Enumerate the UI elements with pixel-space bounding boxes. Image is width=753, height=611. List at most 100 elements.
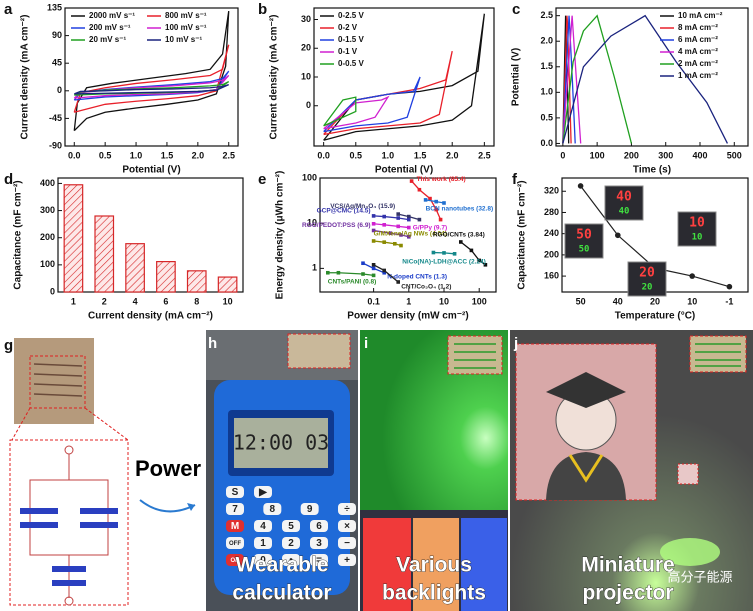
calculator-key [254, 486, 272, 498]
marker [382, 223, 387, 227]
series-label: This work (85.4) [417, 176, 466, 183]
plot-frame [555, 7, 749, 147]
series-line [323, 96, 357, 127]
x-tick-label: 10 [223, 296, 233, 306]
calculator-key [310, 554, 328, 566]
x-tick-label: 100 [590, 150, 605, 160]
panel-letter: j [513, 335, 518, 352]
marker [434, 199, 438, 204]
legend-label: 100 mV s⁻¹ [165, 23, 207, 32]
calculator-key [226, 537, 244, 549]
legend-label: 0-2.5 V [338, 11, 364, 20]
calculator-key-label: 8 [270, 504, 276, 515]
series-line [562, 15, 582, 144]
y-tick-label: 10 [307, 218, 317, 228]
inset-reading: 50 [579, 245, 590, 255]
series-line [373, 240, 402, 247]
marker [726, 283, 733, 290]
marker [417, 187, 422, 192]
marker [459, 240, 463, 244]
marker [396, 224, 401, 229]
legend-label: 20 mV s⁻¹ [89, 35, 126, 44]
x-axis-label: Potential (V) [122, 165, 180, 176]
marker [442, 201, 446, 205]
calculator-key [282, 537, 300, 549]
y-tick-label: 1.5 [540, 61, 553, 71]
watermark: 高分子能源 [667, 569, 732, 584]
x-tick-label: 0.0 [68, 150, 81, 160]
x-tick-label: 1 [406, 296, 411, 306]
marker [336, 270, 341, 275]
y-axis-label: Energy density (μWh cm⁻²) [275, 171, 286, 300]
x-tick-label: 10 [439, 296, 449, 306]
y-tick-label: 0 [50, 286, 55, 296]
y-tick-label: 30 [301, 14, 311, 24]
y-tick-label: 135 [47, 2, 62, 12]
plot-frame [57, 177, 244, 293]
calculator-key-label: = [316, 555, 322, 566]
calculator-key-label: − [344, 538, 350, 549]
caption: Various [396, 554, 472, 577]
y-tick-label: 300 [40, 205, 55, 215]
x-tick-label: 500 [727, 150, 742, 160]
marker [483, 262, 488, 267]
y-axis-label: Capacitance (mF cm⁻²) [517, 180, 528, 289]
inset-photo [604, 185, 644, 221]
series-line [327, 272, 374, 277]
y-tick-label: 0 [306, 100, 311, 110]
calculator-key [263, 503, 282, 515]
x-tick-label: 100 [472, 296, 487, 306]
calculator-key [282, 520, 300, 532]
series-label: GCP@CMC (14.5) [317, 208, 371, 215]
series-label: G/PPy (9.7) [413, 224, 447, 231]
photo-j: j Miniature projector 高分子能源 [510, 330, 753, 611]
caption: calculator [232, 582, 331, 605]
bar [94, 215, 115, 293]
marker [371, 262, 376, 267]
x-tick-label: 0 [560, 150, 565, 160]
calculator-key-label: 6 [316, 521, 322, 532]
calculator-key [226, 520, 244, 532]
y-tick-label: 90 [52, 30, 62, 40]
x-tick-label: 2.5 [222, 150, 235, 160]
chart: c 0.0 0.5 1.0 1.5 2.0 2.5 0 100 200 300 400 500 Time … [511, 1, 749, 176]
panel-letter: g [4, 337, 13, 354]
legend-label: 4 mA cm⁻² [678, 47, 718, 56]
calculator-key-label: S [232, 487, 239, 498]
calculator-key-label: 5 [288, 521, 294, 532]
calculator-key [226, 554, 244, 566]
y-axis-label: Potential (V) [511, 48, 522, 106]
x-tick-label: 200 [624, 150, 639, 160]
x-tick-label: 1.0 [382, 150, 395, 160]
y-tick-label: 10 [301, 71, 311, 81]
calculator-key-label: M [231, 521, 239, 532]
marker [371, 221, 376, 226]
x-tick-label: -1 [725, 296, 733, 306]
marker [396, 212, 401, 216]
marker [409, 179, 414, 183]
marker [452, 252, 457, 256]
plot-frame [319, 177, 497, 293]
x-tick-label: 6 [163, 296, 168, 306]
bar [125, 243, 145, 293]
x-axis-label: Power density (mW cm⁻²) [347, 311, 468, 322]
marker [371, 273, 376, 278]
y-axis-label: Current density (mA cm⁻²) [20, 15, 31, 140]
y-tick-label: 2.5 [540, 10, 553, 20]
calculator-key-label: 4 [260, 521, 266, 532]
y-axis-label: Current density (mA cm⁻²) [269, 15, 280, 140]
calculator-key [226, 486, 244, 498]
chart: f 160 200 240 280 320 50 40 20 10 -1 Temperature (°… [512, 171, 749, 322]
bar [186, 270, 207, 293]
caption: Miniature [581, 554, 674, 577]
series-label: RGO/PEDOT:PSS (6.9) [302, 222, 371, 229]
inset-photo [564, 223, 604, 259]
calculator-key-label: × [344, 521, 350, 532]
x-tick-label: 8 [194, 296, 199, 306]
series-label: RGO/CNTs (3.84) [433, 232, 485, 239]
x-axis-label: Temperature (°C) [615, 311, 696, 322]
y-tick-label: 100 [302, 172, 317, 182]
calculator-key-label: 9 [307, 504, 313, 515]
legend-label: 0-2 V [338, 23, 358, 32]
photo-g: g Power [0, 330, 205, 611]
